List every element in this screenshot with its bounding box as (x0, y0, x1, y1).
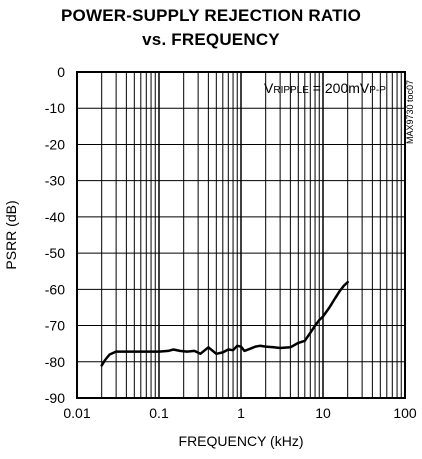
annotation-sub: RIPPLE (273, 85, 309, 96)
minor-gridlines (101, 72, 402, 398)
x-tick-label: 10 (315, 405, 331, 421)
y-tick-label: -50 (45, 245, 65, 261)
y-tick-label: -20 (45, 136, 65, 152)
y-tick-label: -70 (45, 318, 65, 334)
y-tick-label: -10 (45, 100, 65, 116)
y-tick-label: -80 (45, 354, 65, 370)
psrr-series-line (100, 280, 349, 367)
plot-frame (76, 71, 406, 399)
x-tick-label: 100 (393, 405, 417, 421)
annotation-sub2: P-P (369, 85, 386, 96)
y-tick-label: -60 (45, 281, 65, 297)
annotation-value: = 200mV (309, 80, 370, 96)
y-tick-label: -30 (45, 173, 65, 189)
y-axis-label: PSRR (dB) (3, 200, 19, 269)
x-tick-label: 0.01 (63, 405, 90, 421)
y-tick-label: -90 (45, 390, 65, 406)
x-tick-labels: 0.01 0.1 1 10 100 (63, 405, 417, 421)
major-gridlines (77, 72, 405, 398)
x-tick-label: 1 (237, 405, 245, 421)
y-tick-labels: 0 -10 -20 -30 -40 -50 -60 -70 -80 -90 (45, 64, 65, 406)
x-axis-label: FREQUENCY (kHz) (179, 433, 304, 449)
y-tick-label: 0 (57, 64, 65, 80)
chart-subtitle: vs. FREQUENCY (142, 30, 280, 49)
chart-title: POWER-SUPPLY REJECTION RATIO (61, 6, 361, 25)
x-tick-label: 0.1 (149, 405, 169, 421)
ripple-annotation: VRIPPLE = 200mVP-P (264, 80, 386, 96)
annotation-prefix: V (264, 80, 274, 96)
figure-id: MAX9730 toc07 (405, 80, 415, 144)
y-tick-label: -40 (45, 209, 65, 225)
